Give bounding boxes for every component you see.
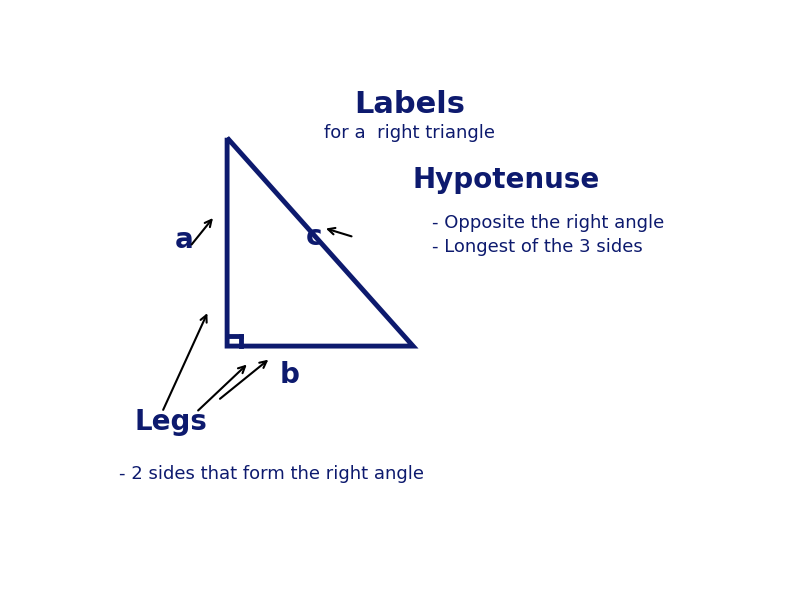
Text: a: a — [174, 226, 193, 253]
Text: Legs: Legs — [134, 408, 207, 436]
Text: Labels: Labels — [354, 90, 466, 119]
Text: for a  right triangle: for a right triangle — [325, 124, 495, 142]
Text: - 2 sides that form the right angle: - 2 sides that form the right angle — [118, 465, 424, 483]
Text: b: b — [279, 360, 299, 389]
Text: - Longest of the 3 sides: - Longest of the 3 sides — [432, 237, 642, 256]
Text: Hypotenuse: Hypotenuse — [413, 166, 600, 194]
Text: - Opposite the right angle: - Opposite the right angle — [432, 214, 664, 232]
Text: c: c — [306, 223, 322, 251]
